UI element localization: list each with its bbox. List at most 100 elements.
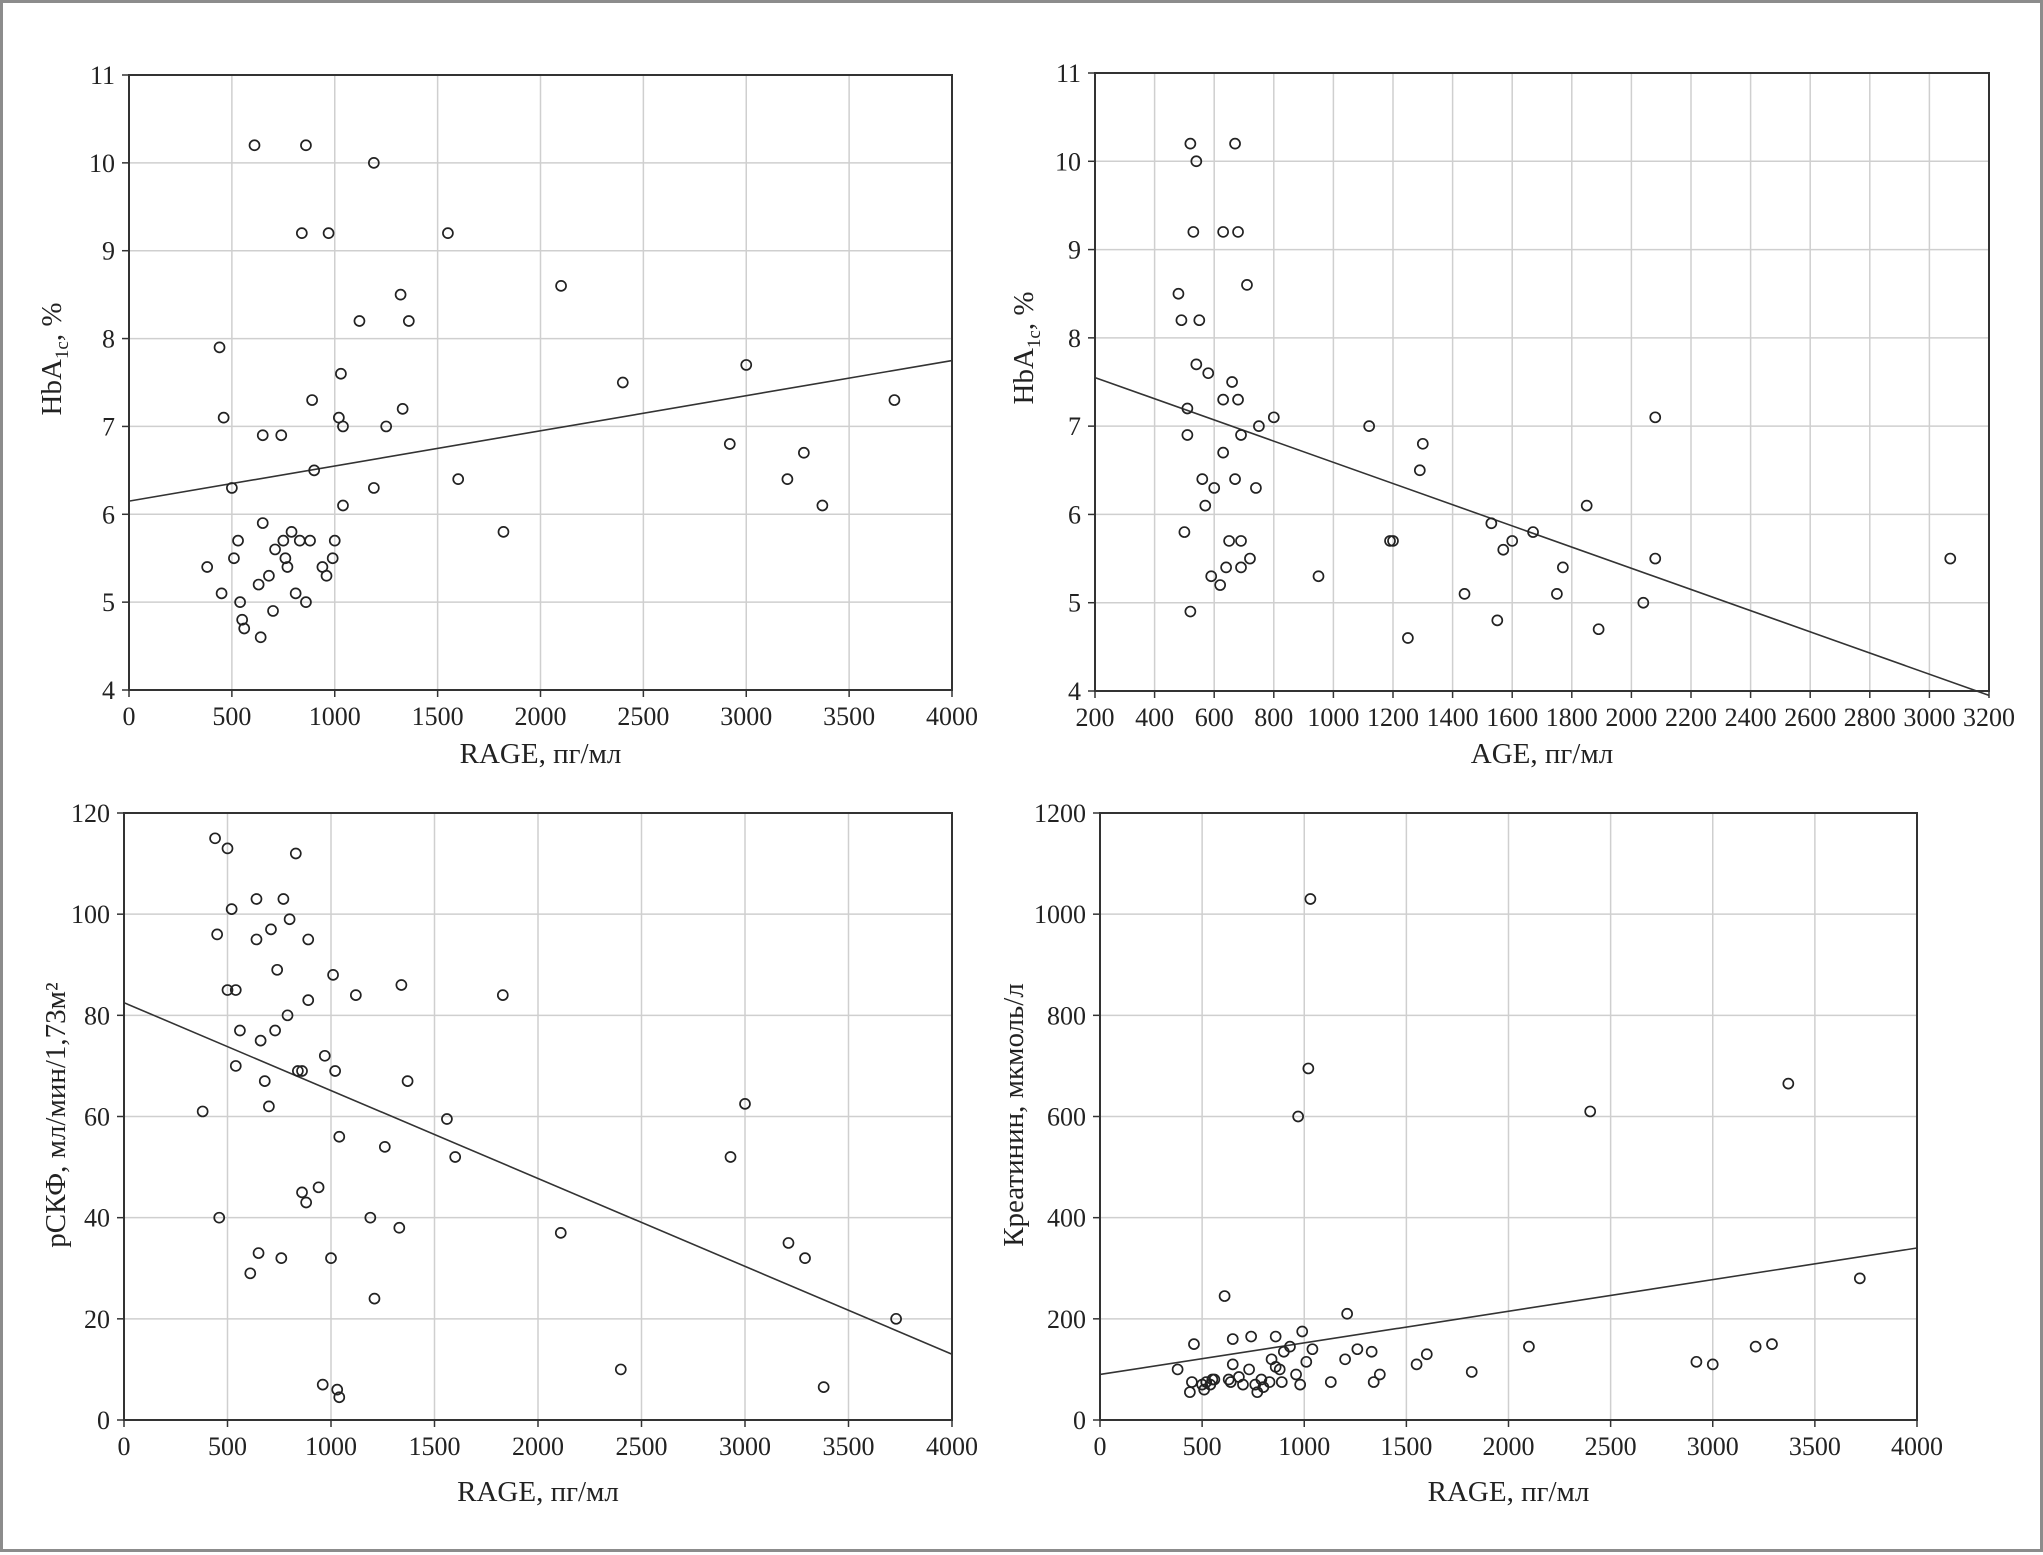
data-point [1235,561,1247,574]
x-tick-label: 1200 [1367,703,1419,732]
data-point [1229,137,1241,150]
x-axis-label: RAGE, пг/мл [1428,1476,1590,1508]
data-point [1706,1358,1719,1371]
data-point [1527,526,1539,538]
data-point [380,420,393,433]
data-point [229,1060,242,1072]
data-point [1523,1340,1535,1353]
y-axis-label-subscript: 1c [52,341,73,359]
data-point [316,1378,329,1391]
data-point [396,403,409,415]
data-point [327,969,339,981]
y-axis-label: Креатинин, мкмоль/л [998,983,1030,1247]
data-point [1485,517,1498,530]
x-tick-label: 400 [1135,703,1174,732]
data-point [302,994,315,1007]
plot-area-border [1094,72,1990,692]
data-point [367,482,380,494]
data-point [1290,1368,1302,1381]
data-point [1944,552,1957,565]
data-point [209,832,221,845]
y-tick-label: 800 [1047,1001,1086,1030]
data-point [555,280,567,292]
data-point [1363,420,1376,432]
data-point [254,631,267,644]
data-point [1387,535,1399,547]
chart-hba1c-vs-age: 200 400 600 800 1000 1200 1400 1600 1800 2000 2200… [1008,59,2015,770]
data-point [1367,1376,1380,1388]
data-point [296,1186,308,1199]
data-point [234,596,246,608]
y-axis-label-subscript: 1c [1024,330,1045,348]
y-tick-label: 5 [102,588,115,617]
x-tick-label: 1000 [305,1432,357,1461]
data-point [1229,473,1241,485]
x-tick-label: 200 [1076,703,1115,732]
y-tick-label: 10 [1055,147,1081,176]
y-tick-label: 400 [1047,1204,1086,1233]
data-point [337,499,349,512]
data-point [616,376,629,389]
x-tick-label: 1600 [1486,703,1538,732]
data-point [1214,579,1227,591]
x-tick-label: 2500 [616,1432,668,1461]
data-point [300,596,312,608]
data-point [799,1252,811,1264]
y-axis-label-unit: , % [1008,292,1040,331]
y-tick-label: 100 [71,900,110,929]
y-tick-label: 11 [1056,59,1081,88]
data-point [213,341,226,354]
x-tick-label: 3000 [720,702,772,731]
data-point [269,1024,281,1037]
x-tick-label: 4000 [926,1432,978,1461]
data-point [229,984,242,996]
x-tick-label: 3500 [1789,1432,1841,1461]
data-point [1217,446,1229,459]
x-tick-label: 3500 [823,1432,875,1461]
x-tick-label: 4000 [1891,1432,1943,1461]
data-point [452,473,465,485]
data-point [1232,226,1244,238]
x-tick-label: 2200 [1665,703,1717,732]
x-axis-label: RAGE, пг/мл [460,738,622,770]
y-tick-label: 10 [89,149,115,178]
y-tick-label: 0 [1073,1406,1086,1435]
data-point [267,605,279,617]
regression-line [123,1001,953,1355]
x-tick-label: 500 [208,1432,247,1461]
x-tick-label: 3000 [1903,703,1955,732]
data-point [1184,605,1197,618]
data-point [320,569,333,582]
data-point [1217,226,1229,238]
data-point [1465,1366,1478,1378]
x-tick-label: 2000 [512,1432,564,1461]
data-point [1312,570,1325,583]
y-axis-label: HbA1c, % [1008,292,1045,405]
data-point [322,227,335,239]
data-point [1497,543,1510,556]
data-point [349,989,362,1001]
y-tick-label: 40 [84,1204,110,1233]
data-point [1410,1358,1423,1371]
data-point [1190,155,1203,168]
data-point [1202,367,1215,380]
data-point [1584,1105,1597,1118]
x-tick-label: 2000 [1605,703,1657,732]
data-point [333,1391,346,1404]
x-axis-label: RAGE, пг/мл [457,1476,619,1508]
data-point [724,1151,737,1163]
data-point [394,288,407,301]
data-point [890,1312,902,1325]
data-point [723,438,736,450]
data-point [1253,420,1265,432]
data-point [554,1226,567,1239]
data-point [1690,1355,1703,1368]
data-point [1294,1378,1307,1391]
chart-hba1c-vs-rage: 0 500 1000 1500 2000 2500 3000 3500 4000 4 5 6 7 8 9 10… [36,61,978,770]
data-point [238,622,251,635]
x-tick-label: 1800 [1546,703,1598,732]
data-point [1224,1376,1237,1388]
data-point [333,1130,346,1143]
data-point [1178,526,1191,538]
data-point [234,1024,246,1037]
